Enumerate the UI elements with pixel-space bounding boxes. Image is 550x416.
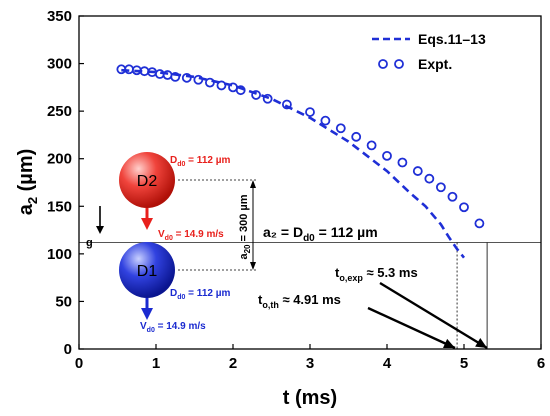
y-tick-label: 100	[47, 246, 72, 263]
marker-arrow-th-head	[442, 338, 456, 348]
expt-point	[382, 150, 392, 161]
x-tick-label: 1	[152, 355, 160, 372]
expt-point	[335, 123, 346, 134]
droplet-d1-velocity: Vd0 = 14.9 m/s	[140, 321, 206, 334]
d1-velocity-arrow-head	[141, 308, 153, 320]
droplet-d1	[119, 242, 175, 298]
expt-point	[305, 107, 315, 117]
plot-frame	[78, 15, 542, 350]
expt-point	[366, 140, 377, 151]
expt-point	[412, 166, 423, 176]
expt-point	[170, 71, 181, 82]
x-tick-label: 5	[460, 355, 468, 372]
legend-circle-icon	[378, 59, 388, 69]
expt-point	[162, 70, 173, 80]
expt-point	[351, 131, 362, 142]
legend-circle-icon-2	[394, 59, 404, 69]
expt-point	[447, 191, 458, 202]
marker-label-th: to,th ≈ 4.91 ms	[258, 292, 341, 310]
legend-label-expt: Expt.	[418, 56, 452, 72]
y-tick-label: 250	[47, 103, 72, 120]
y-axis-label: a2 (µm)	[15, 149, 40, 216]
expt-point	[281, 99, 292, 110]
expt-point	[216, 80, 227, 91]
expt-point	[320, 115, 331, 126]
droplet-d2-velocity: Vd0 = 14.9 m/s	[158, 229, 224, 242]
marker-label-exp: to,exp ≈ 5.3 ms	[335, 265, 418, 283]
legend: Eqs.11–13 Expt.	[372, 31, 486, 72]
expt-point	[397, 157, 408, 168]
x-tick-label: 4	[383, 355, 392, 372]
x-tick-label: 6	[537, 355, 545, 372]
expt-point	[235, 85, 246, 96]
model-curve	[121, 68, 466, 259]
y-tick-label: 200	[47, 151, 72, 168]
droplet-d2-diameter: Dd0 = 112 µm	[170, 155, 230, 168]
y-tick-label: 50	[55, 293, 72, 310]
droplet-illustration: g D2 Dd0 = 112 µm Vd0 = 14.9 m/s D1 Dd0 …	[86, 152, 258, 334]
expt-point	[459, 202, 469, 213]
expt-point	[262, 93, 273, 104]
expt-point	[424, 173, 435, 184]
expt-point	[251, 90, 262, 100]
marker-arrow-exp-head	[475, 338, 488, 348]
expt-point	[181, 72, 192, 83]
y-tick-label: 300	[47, 56, 72, 73]
threshold-label: a₂ = Dd0 = 112 µm	[263, 224, 378, 244]
x-axis-label: t (ms)	[283, 387, 337, 409]
y-tick-label: 150	[47, 198, 72, 215]
expt-point	[204, 77, 215, 88]
marker-arrow-exp	[379, 281, 488, 350]
gap-label: a20 = 300 µm	[238, 194, 252, 259]
gap-arrow-top	[250, 180, 256, 188]
droplet-d2	[119, 152, 175, 208]
gap-arrow-bottom	[250, 262, 256, 270]
expt-point	[435, 182, 446, 193]
expt-point	[474, 218, 485, 229]
y-tick-label: 0	[64, 341, 72, 358]
expt-point	[193, 74, 204, 85]
gravity-arrow-head	[96, 226, 104, 234]
droplet-d2-label: D2	[137, 173, 158, 190]
droplet-d1-diameter: Dd0 = 112 µm	[170, 288, 230, 301]
y-tick-label: 350	[47, 8, 72, 25]
x-tick-label: 2	[229, 355, 237, 372]
expt-point	[228, 82, 238, 93]
x-tick-label: 0	[75, 355, 83, 372]
legend-label-model: Eqs.11–13	[418, 31, 486, 47]
x-tick-label: 3	[306, 355, 314, 372]
droplet-d1-label: D1	[137, 263, 158, 280]
gravity-label: g	[86, 237, 93, 249]
marker-arrow-th	[367, 306, 456, 350]
d2-velocity-arrow-head	[141, 218, 153, 230]
